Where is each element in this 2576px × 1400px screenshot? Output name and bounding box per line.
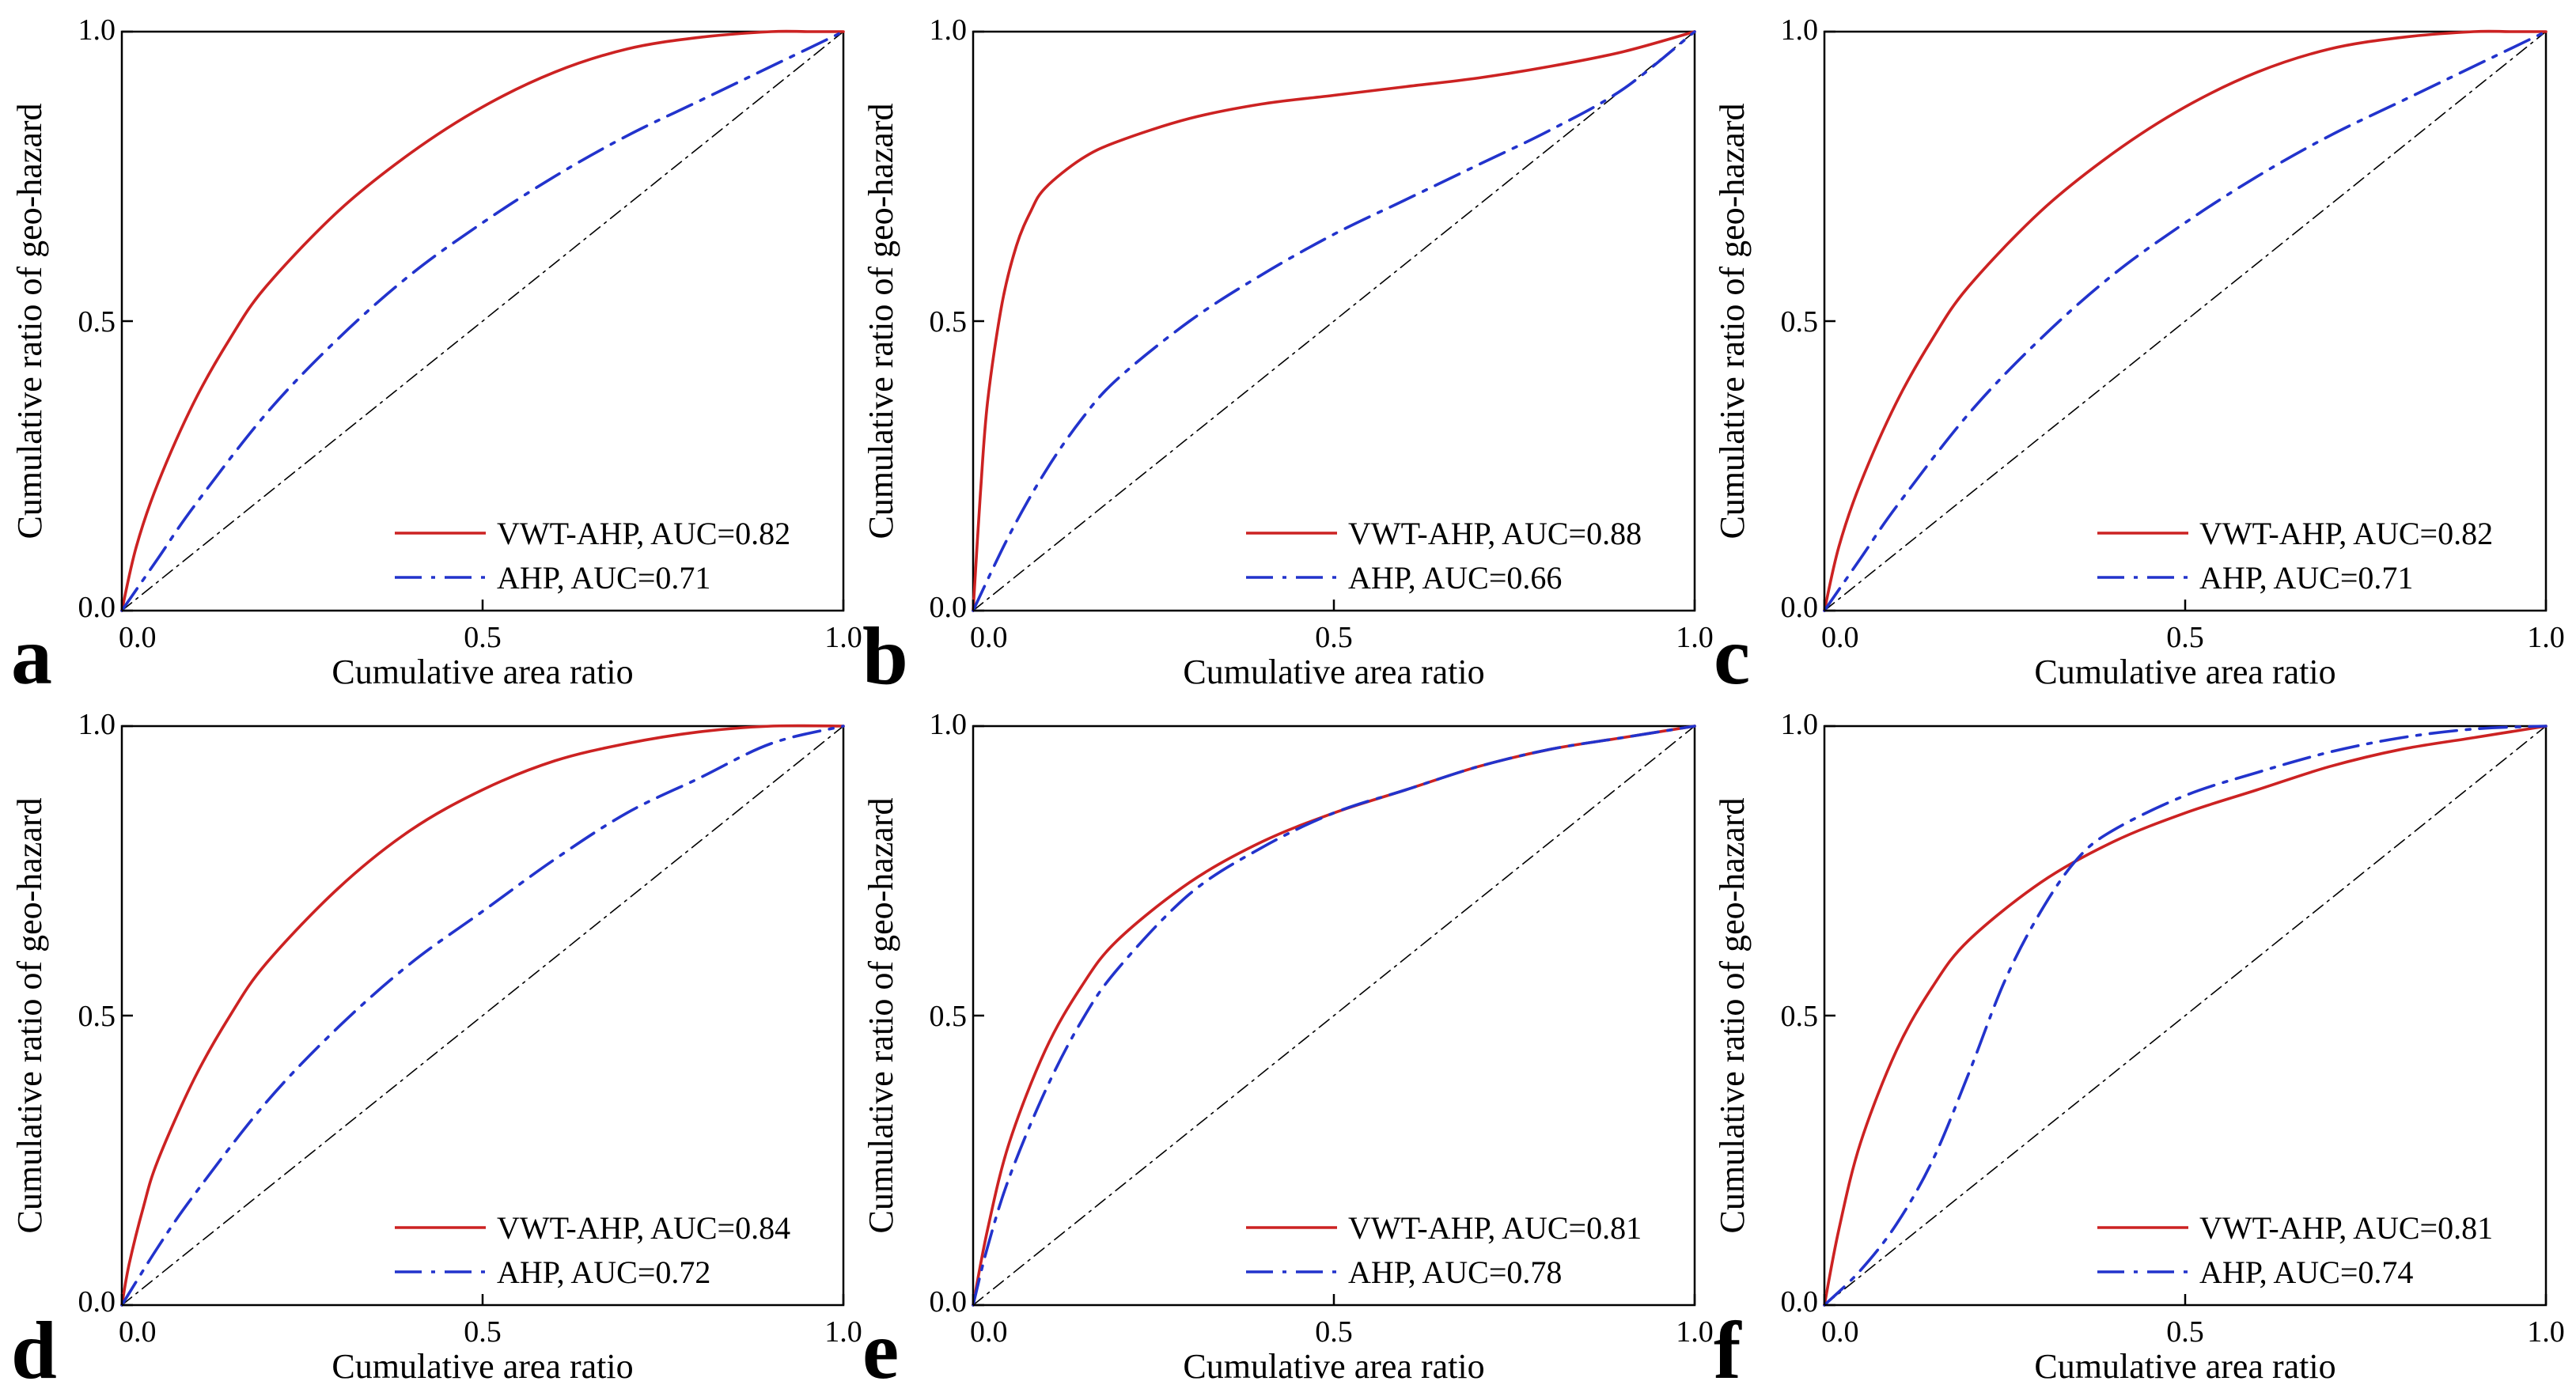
legend-label-ahp: AHP, AUC=0.78 (1348, 1254, 1562, 1290)
series-line-ahp (120, 30, 845, 612)
series-line-ahp (120, 725, 845, 1307)
x-tick-label: 1.0 (2527, 1315, 2565, 1349)
x-tick-label: 1.0 (824, 1315, 862, 1349)
x-tick-label: 0.0 (1821, 1315, 1859, 1349)
series-line-vwt-ahp (972, 30, 1696, 612)
reference-diagonal-line (1824, 725, 2547, 1306)
y-tick-label: 0.5 (1781, 305, 1819, 339)
series-line-ahp (1823, 30, 2548, 612)
y-tick-label: 0.0 (930, 591, 968, 624)
y-tick-label: 0.0 (78, 591, 116, 624)
series-line-ahp (972, 30, 1696, 612)
x-axis-label: Cumulative area ratio (331, 1347, 633, 1386)
y-tick-label: 1.0 (78, 13, 116, 47)
x-axis-label: Cumulative area ratio (2034, 653, 2335, 691)
y-axis-label: Cumulative ratio of geo-hazard (10, 103, 49, 539)
panel-label: d (11, 1305, 57, 1396)
y-tick-label: 1.0 (78, 708, 116, 741)
y-tick-label: 0.5 (78, 1000, 116, 1033)
legend-label-ahp: AHP, AUC=0.72 (497, 1254, 710, 1290)
y-axis-label: Cumulative ratio of geo-hazard (862, 797, 900, 1233)
roc-panel-b: 0.0 0.5 1.0 0.0 0.5 1.0 Cumulative area ratio C… (862, 13, 1714, 702)
roc-panel-c: 0.0 0.5 1.0 0.0 0.5 1.0 Cumulative area ratio C… (1713, 13, 2565, 702)
y-axis-label: Cumulative ratio of geo-hazard (10, 797, 49, 1233)
y-tick-label: 1.0 (930, 13, 968, 47)
y-tick-label: 1.0 (1781, 708, 1819, 741)
y-axis-label: Cumulative ratio of geo-hazard (862, 103, 900, 539)
roc-panel-d: 0.0 0.5 1.0 0.0 0.5 1.0 Cumulative area ratio C… (10, 708, 862, 1396)
reference-diagonal-line (972, 31, 1695, 611)
y-tick-label: 0.5 (930, 305, 968, 339)
panel-label: a (11, 611, 52, 702)
y-axis-label: Cumulative ratio of geo-hazard (1713, 103, 1752, 539)
panel-label: c (1714, 611, 1750, 702)
y-tick-label: 0.0 (1781, 1285, 1819, 1319)
x-tick-label: 0.0 (119, 1315, 157, 1349)
series-line-ahp (1823, 725, 2548, 1307)
reference-diagonal-line (1824, 31, 2547, 611)
y-tick-label: 1.0 (1781, 13, 1819, 47)
panel-label: f (1714, 1305, 1742, 1396)
y-tick-label: 0.0 (78, 1285, 116, 1319)
legend-label-vwt-ahp: VWT-AHP, AUC=0.81 (1348, 1210, 1642, 1246)
x-tick-label: 0.5 (464, 1315, 502, 1349)
x-tick-label: 0.5 (464, 621, 502, 654)
roc-panel-e: 0.0 0.5 1.0 0.0 0.5 1.0 Cumulative area ratio C… (862, 708, 1714, 1396)
x-tick-label: 0.0 (970, 621, 1008, 654)
x-axis-label: Cumulative area ratio (1183, 653, 1484, 691)
legend-label-vwt-ahp: VWT-AHP, AUC=0.82 (497, 516, 790, 551)
x-tick-label: 1.0 (1676, 1315, 1714, 1349)
legend-label-vwt-ahp: VWT-AHP, AUC=0.88 (1348, 516, 1642, 551)
series-line-vwt-ahp (120, 29, 845, 612)
x-tick-label: 1.0 (824, 621, 862, 654)
y-tick-label: 0.0 (930, 1285, 968, 1319)
legend-label-ahp: AHP, AUC=0.71 (497, 560, 710, 596)
series-line-vwt-ahp (120, 724, 845, 1307)
panel-label: e (862, 1305, 899, 1396)
x-tick-label: 1.0 (2527, 621, 2565, 654)
x-tick-label: 0.0 (970, 1315, 1008, 1349)
legend-label-ahp: AHP, AUC=0.74 (2199, 1254, 2413, 1290)
reference-diagonal-line (121, 31, 844, 611)
panel-label: b (862, 611, 908, 702)
x-tick-label: 0.5 (2166, 1315, 2204, 1349)
roc-panel-f: 0.0 0.5 1.0 0.0 0.5 1.0 Cumulative area ratio C… (1713, 708, 2565, 1396)
x-tick-label: 0.0 (1821, 621, 1859, 654)
legend-label-vwt-ahp: VWT-AHP, AUC=0.84 (497, 1210, 790, 1246)
y-tick-label: 1.0 (930, 708, 968, 741)
legend-label-vwt-ahp: VWT-AHP, AUC=0.81 (2199, 1210, 2493, 1246)
x-tick-label: 0.5 (1315, 621, 1353, 654)
reference-diagonal-line (121, 725, 844, 1306)
y-tick-label: 0.5 (1781, 1000, 1819, 1033)
x-tick-label: 0.5 (1315, 1315, 1353, 1349)
x-tick-label: 1.0 (1676, 621, 1714, 654)
series-line-vwt-ahp (1823, 29, 2548, 612)
series-line-ahp (972, 725, 1696, 1307)
x-axis-label: Cumulative area ratio (1183, 1347, 1484, 1386)
legend-label-ahp: AHP, AUC=0.71 (2199, 560, 2413, 596)
x-axis-label: Cumulative area ratio (331, 653, 633, 691)
roc-panel-a: 0.0 0.5 1.0 0.0 0.5 1.0 Cumulative area ratio C… (10, 13, 862, 702)
reference-diagonal-line (972, 725, 1695, 1306)
x-tick-label: 0.0 (119, 621, 157, 654)
x-axis-label: Cumulative area ratio (2034, 1347, 2335, 1386)
y-tick-label: 0.5 (78, 305, 116, 339)
y-tick-label: 0.5 (930, 1000, 968, 1033)
series-line-vwt-ahp (1823, 725, 2548, 1307)
y-axis-label: Cumulative ratio of geo-hazard (1713, 797, 1752, 1233)
legend-label-vwt-ahp: VWT-AHP, AUC=0.82 (2199, 516, 2493, 551)
x-tick-label: 0.5 (2166, 621, 2204, 654)
y-tick-label: 0.0 (1781, 591, 1819, 624)
legend-label-ahp: AHP, AUC=0.66 (1348, 560, 1562, 596)
